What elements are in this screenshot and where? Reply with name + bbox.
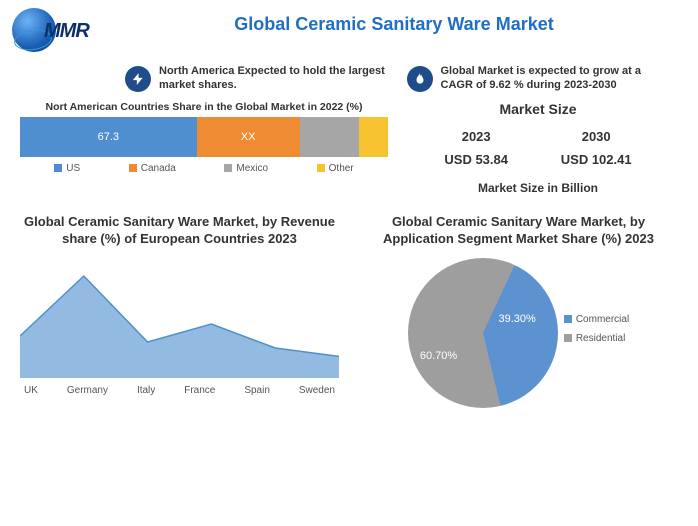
insight-text: North America Expected to hold the large… xyxy=(159,64,387,93)
ms-value: USD 102.41 xyxy=(561,152,632,167)
insight-cagr: Global Market is expected to grow at a C… xyxy=(407,64,669,93)
area-chart xyxy=(20,258,339,378)
market-size-col: 2023 USD 53.84 xyxy=(444,129,508,167)
legend-item: Mexico xyxy=(224,163,268,174)
stacked-segment xyxy=(300,117,359,157)
market-size-col: 2030 USD 102.41 xyxy=(561,129,632,167)
pie-chart-title: Global Ceramic Sanitary Ware Market, by … xyxy=(359,213,678,248)
area-chart-title: Global Ceramic Sanitary Ware Market, by … xyxy=(20,213,339,248)
page-title: Global Ceramic Sanitary Ware Market xyxy=(102,8,686,35)
x-axis-label: UK xyxy=(24,385,38,396)
x-axis-label: France xyxy=(184,385,215,396)
x-axis-label: Germany xyxy=(67,385,108,396)
x-axis-label: Sweden xyxy=(299,385,335,396)
area-chart-panel: Global Ceramic Sanitary Ware Market, by … xyxy=(20,213,339,408)
pie-chart: 39.30% 60.70% xyxy=(408,258,558,408)
ms-year: 2030 xyxy=(561,129,632,144)
ms-year: 2023 xyxy=(444,129,508,144)
legend-item: Canada xyxy=(129,163,176,174)
stacked-title: Nort American Countries Share in the Glo… xyxy=(20,101,388,113)
stacked-segment xyxy=(359,117,388,157)
bolt-icon xyxy=(125,66,151,92)
stacked-bar-chart: Nort American Countries Share in the Glo… xyxy=(20,101,388,195)
pie-slice-label: 60.70% xyxy=(420,350,457,362)
legend-item: Residential xyxy=(564,333,629,344)
logo: MMR xyxy=(12,8,102,58)
area-x-labels: UK Germany Italy France Spain Sweden xyxy=(20,383,339,396)
logo-text: MMR xyxy=(44,20,89,43)
insight-text: Global Market is expected to grow at a C… xyxy=(441,64,669,93)
legend-item: US xyxy=(54,163,80,174)
market-size-panel: Market Size 2023 USD 53.84 2030 USD 102.… xyxy=(398,101,678,195)
stacked-bar: 67.3XX xyxy=(20,117,388,157)
market-size-heading: Market Size xyxy=(398,101,678,117)
stacked-segment: 67.3 xyxy=(20,117,197,157)
x-axis-label: Italy xyxy=(137,385,155,396)
legend-item: Other xyxy=(317,163,354,174)
stacked-legend: US Canada Mexico Other xyxy=(20,163,388,174)
legend-item: Commercial xyxy=(564,314,629,325)
market-size-caption: Market Size in Billion xyxy=(398,181,678,195)
pie-slice-label: 39.30% xyxy=(499,313,536,325)
flame-icon xyxy=(407,66,433,92)
pie-legend: Commercial Residential xyxy=(564,314,629,352)
insight-north-america: North America Expected to hold the large… xyxy=(125,64,387,93)
x-axis-label: Spain xyxy=(244,385,270,396)
stacked-segment: XX xyxy=(197,117,300,157)
pie-chart-panel: Global Ceramic Sanitary Ware Market, by … xyxy=(359,213,678,408)
ms-value: USD 53.84 xyxy=(444,152,508,167)
